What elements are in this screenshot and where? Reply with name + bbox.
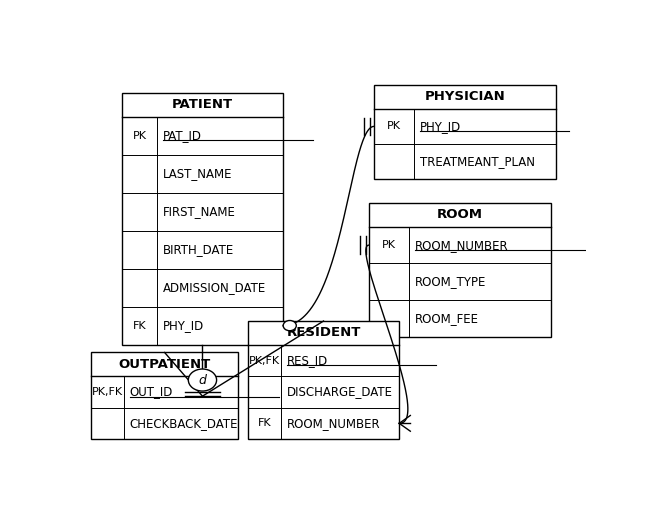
Bar bbox=[91, 353, 238, 439]
Circle shape bbox=[188, 369, 217, 391]
Text: PK: PK bbox=[387, 122, 401, 131]
Text: FK: FK bbox=[258, 419, 271, 428]
Text: FK: FK bbox=[133, 320, 146, 331]
Text: RESIDENT: RESIDENT bbox=[286, 327, 361, 339]
Text: OUT_ID: OUT_ID bbox=[130, 385, 173, 399]
Text: d: d bbox=[199, 374, 206, 386]
Text: PATIENT: PATIENT bbox=[172, 98, 233, 111]
Text: FIRST_NAME: FIRST_NAME bbox=[163, 205, 236, 218]
Text: DISCHARGE_DATE: DISCHARGE_DATE bbox=[287, 385, 393, 399]
Text: PK: PK bbox=[382, 240, 396, 250]
Text: OUTPATIENT: OUTPATIENT bbox=[118, 358, 211, 371]
Text: RES_ID: RES_ID bbox=[287, 354, 329, 367]
Text: PHY_ID: PHY_ID bbox=[163, 319, 204, 332]
Circle shape bbox=[283, 320, 296, 331]
Text: LAST_NAME: LAST_NAME bbox=[163, 167, 233, 180]
Text: ROOM_NUMBER: ROOM_NUMBER bbox=[287, 417, 381, 430]
Bar bbox=[369, 203, 551, 337]
Text: ROOM_NUMBER: ROOM_NUMBER bbox=[415, 239, 508, 251]
Bar bbox=[374, 85, 555, 179]
Bar bbox=[248, 321, 399, 439]
Text: PAT_ID: PAT_ID bbox=[163, 129, 202, 142]
Text: PHYSICIAN: PHYSICIAN bbox=[424, 90, 505, 103]
Text: TREATMEANT_PLAN: TREATMEANT_PLAN bbox=[420, 155, 535, 168]
Text: PK: PK bbox=[133, 131, 146, 141]
Text: ROOM_FEE: ROOM_FEE bbox=[415, 312, 479, 325]
Text: ROOM_TYPE: ROOM_TYPE bbox=[415, 275, 486, 288]
Text: PK,FK: PK,FK bbox=[249, 356, 280, 365]
Text: PK,FK: PK,FK bbox=[92, 387, 123, 397]
Text: PHY_ID: PHY_ID bbox=[420, 120, 462, 133]
Text: ADMISSION_DATE: ADMISSION_DATE bbox=[163, 281, 266, 294]
Text: ROOM: ROOM bbox=[437, 208, 483, 221]
Text: BIRTH_DATE: BIRTH_DATE bbox=[163, 243, 234, 256]
Bar bbox=[122, 93, 283, 344]
Text: CHECKBACK_DATE: CHECKBACK_DATE bbox=[130, 417, 238, 430]
